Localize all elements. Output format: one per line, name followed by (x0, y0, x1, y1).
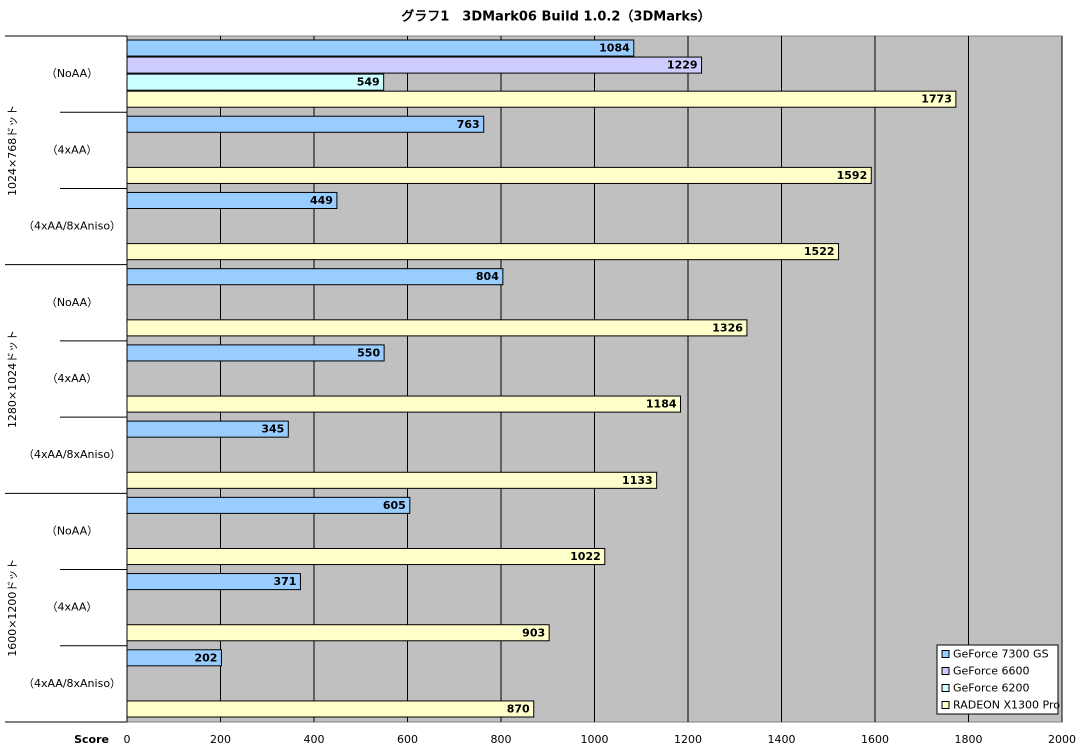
legend-label: GeForce 6200 (953, 682, 1030, 695)
y-tick-label: （NoAA） (46, 296, 98, 309)
value-label: 345 (261, 423, 284, 436)
bar (126, 319, 748, 337)
bar (126, 268, 504, 286)
legend-box (936, 644, 1059, 715)
y-tick-label: （4xAA） (47, 601, 98, 614)
bar (126, 90, 957, 108)
x-tick-label: 1800 (955, 733, 983, 746)
x-tick-label: 800 (491, 733, 512, 746)
group-label: 1280×1024ドット (6, 330, 19, 428)
x-tick-label: 400 (304, 733, 325, 746)
x-tick-label: 200 (210, 733, 231, 746)
value-label: 202 (194, 651, 217, 664)
bar (126, 700, 535, 718)
y-tick-label: （4xAA/8xAniso） (23, 677, 121, 690)
legend-swatch (941, 701, 950, 709)
bar (126, 73, 385, 91)
value-label: 1084 (599, 42, 630, 55)
value-label: 371 (273, 575, 296, 588)
y-tick-label: （4xAA） (47, 143, 98, 156)
value-label: 1326 (712, 321, 743, 334)
bar (126, 191, 338, 209)
value-label: 1133 (622, 474, 653, 487)
value-label: 763 (457, 118, 480, 131)
bar (126, 573, 301, 591)
legend-label: RADEON X1300 Pro (953, 699, 1060, 712)
bar (126, 166, 872, 184)
value-label: 1229 (667, 59, 698, 72)
bar (126, 344, 385, 362)
legend: GeForce 7300 GS GeForce 6600 GeForce 6200 R… (936, 644, 1060, 715)
group-label: 1024×768ドット (6, 105, 19, 196)
value-label: 449 (310, 194, 333, 207)
bar (126, 39, 635, 57)
bar (126, 115, 485, 133)
legend-label: GeForce 7300 GS (953, 648, 1049, 661)
value-label: 605 (383, 499, 406, 512)
x-axis-title: Score (74, 733, 109, 746)
x-tick-label: 1200 (674, 733, 702, 746)
group-label: 1600×1200ドット (6, 559, 19, 657)
y-tick-label: （4xAA） (47, 372, 98, 385)
bar (126, 649, 222, 667)
value-label: 1184 (646, 398, 677, 411)
value-label: 804 (476, 270, 499, 283)
bar (126, 56, 703, 74)
value-label: 870 (507, 702, 530, 715)
legend-swatch (941, 667, 950, 675)
chart-title: グラフ1 3DMark06 Build 1.0.2（3DMarks） (401, 9, 711, 25)
value-label: 1022 (570, 550, 601, 563)
legend-label: GeForce 6600 (953, 665, 1030, 678)
legend-swatch (941, 684, 950, 692)
legend-swatch (941, 650, 950, 658)
y-tick-label: （4xAA/8xAniso） (23, 448, 121, 461)
bar (126, 243, 840, 261)
value-label: 1522 (804, 245, 835, 258)
bar (126, 395, 682, 413)
x-tick-label: 1400 (768, 733, 796, 746)
value-label: 549 (357, 76, 380, 89)
x-tick-label: 1600 (861, 733, 889, 746)
bar (126, 548, 606, 566)
x-tick-label: 2000 (1048, 733, 1076, 746)
y-tick-label: （NoAA） (46, 67, 98, 80)
value-label: 903 (522, 626, 545, 639)
bar (126, 471, 658, 489)
x-tick-label: 0 (124, 733, 131, 746)
bar (126, 624, 550, 642)
bar (126, 496, 411, 514)
y-tick-label: （4xAA/8xAniso） (23, 220, 121, 233)
y-tick-label: （NoAA） (46, 524, 98, 537)
x-tick-label: 1000 (581, 733, 609, 746)
bar (126, 420, 289, 438)
x-tick-label: 600 (397, 733, 418, 746)
value-label: 1773 (921, 93, 952, 106)
value-label: 1592 (837, 169, 868, 182)
value-label: 550 (357, 346, 380, 359)
